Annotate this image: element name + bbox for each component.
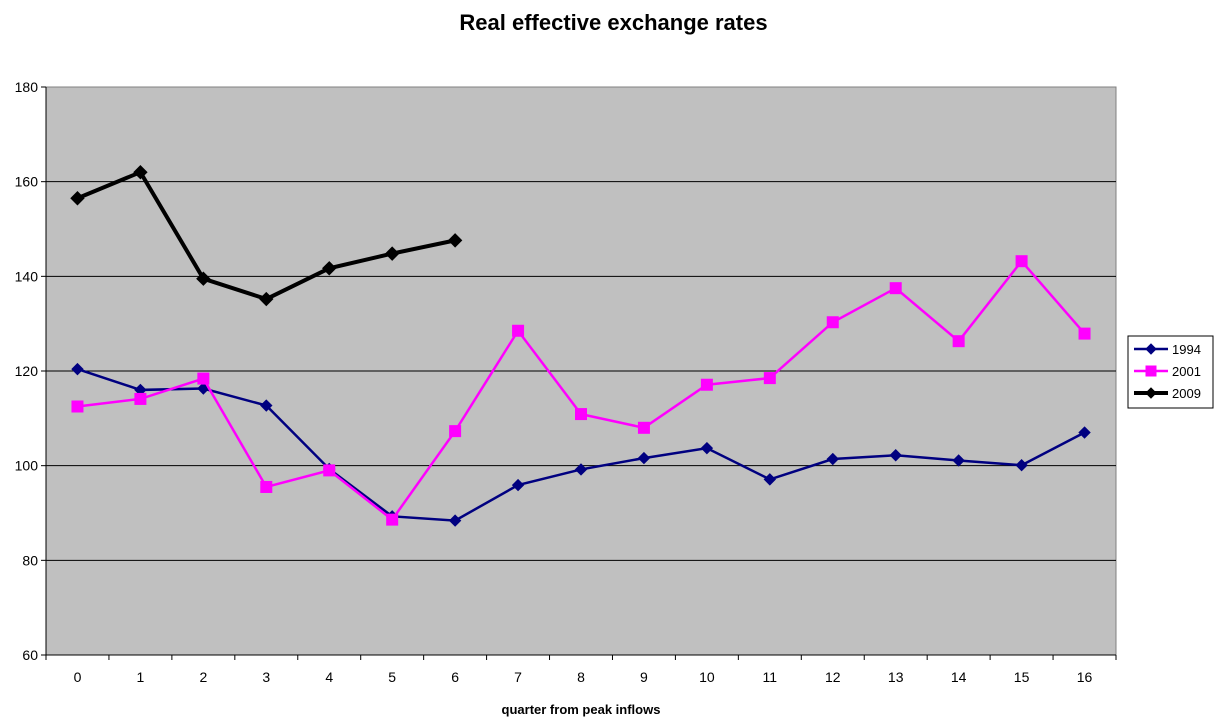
x-tick-label: 12 (825, 669, 841, 685)
data-point-1994 (763, 473, 777, 486)
data-point-2001 (71, 400, 84, 413)
y-tick-label: 80 (22, 552, 38, 568)
data-point-2001 (763, 372, 776, 385)
legend-marker-2009 (1145, 387, 1157, 399)
series-1994 (71, 362, 1091, 527)
data-point-2009 (322, 261, 337, 276)
x-tick-label: 2 (199, 669, 207, 685)
y-tick-label: 160 (15, 174, 39, 190)
legend-marker-1994 (1145, 343, 1157, 355)
legend-marker-2001 (1145, 365, 1157, 377)
data-point-1994 (889, 449, 902, 462)
x-tick-label: 16 (1077, 669, 1093, 685)
data-point-2001 (323, 464, 336, 477)
data-point-1994 (637, 451, 651, 465)
x-tick-label: 1 (137, 669, 145, 685)
data-point-2001 (952, 335, 965, 348)
data-point-2009 (70, 191, 85, 206)
data-point-2001 (575, 408, 587, 421)
data-point-2001 (134, 392, 147, 405)
data-point-2001 (700, 378, 713, 391)
x-tick-label: 11 (763, 669, 778, 685)
x-tick-label: 0 (74, 669, 82, 685)
data-point-2001 (637, 421, 650, 434)
legend-item-2001: 2001 (1134, 364, 1201, 379)
data-point-1994 (1078, 426, 1091, 439)
data-point-2001 (512, 324, 525, 337)
series-layer (70, 164, 1091, 527)
series-2001 (71, 255, 1091, 526)
data-point-1994 (574, 463, 588, 476)
data-point-1994 (511, 478, 525, 492)
data-point-1994 (700, 441, 714, 455)
data-point-2009 (196, 271, 211, 286)
data-point-1994 (71, 362, 84, 376)
data-point-1994 (1015, 458, 1028, 472)
x-tick-label: 13 (888, 669, 904, 685)
data-point-2001 (386, 513, 399, 526)
data-point-2001 (1078, 327, 1091, 340)
x-tick-label: 6 (451, 669, 459, 685)
x-tick-label: 7 (514, 669, 522, 685)
x-axis-title: quarter from peak inflows (502, 702, 661, 717)
data-point-2001 (826, 316, 839, 329)
series-2009 (70, 164, 463, 307)
legend-label-1994: 1994 (1172, 342, 1201, 357)
data-point-2009 (259, 291, 274, 307)
x-tick-label: 4 (325, 669, 333, 685)
y-tick-label: 140 (15, 268, 39, 284)
legend-item-1994: 1994 (1134, 342, 1201, 357)
legend-label-2009: 2009 (1172, 386, 1201, 401)
data-point-1994 (448, 514, 462, 527)
data-point-1994 (826, 452, 839, 466)
x-tick-label: 15 (1014, 669, 1030, 685)
x-tick-label: 9 (640, 669, 648, 685)
chart-title: Real effective exchange rates (459, 10, 768, 35)
data-point-2001 (260, 480, 273, 493)
data-point-2001 (197, 372, 210, 385)
x-tick-label: 8 (577, 669, 585, 685)
data-point-1994 (952, 454, 965, 467)
legend-label-2001: 2001 (1172, 364, 1201, 379)
y-tick-label: 100 (15, 458, 39, 474)
data-point-2001 (889, 282, 902, 295)
data-point-2009 (384, 246, 400, 261)
legend: 1994 2001 2009 (1127, 335, 1214, 409)
x-tick-label: 10 (699, 669, 715, 685)
legend-item-2009: 2009 (1134, 386, 1201, 401)
y-tick-label: 60 (22, 647, 38, 663)
data-point-2009 (447, 233, 463, 248)
y-tick-label: 180 (15, 79, 39, 95)
data-point-1994 (260, 399, 273, 412)
x-tick-label: 3 (262, 669, 270, 685)
x-tick-label: 14 (951, 669, 967, 685)
x-tick-label: 5 (388, 669, 396, 685)
data-point-2009 (133, 164, 148, 180)
data-point-2001 (1015, 255, 1028, 268)
data-point-2001 (449, 425, 462, 438)
y-tick-label: 120 (15, 363, 39, 379)
